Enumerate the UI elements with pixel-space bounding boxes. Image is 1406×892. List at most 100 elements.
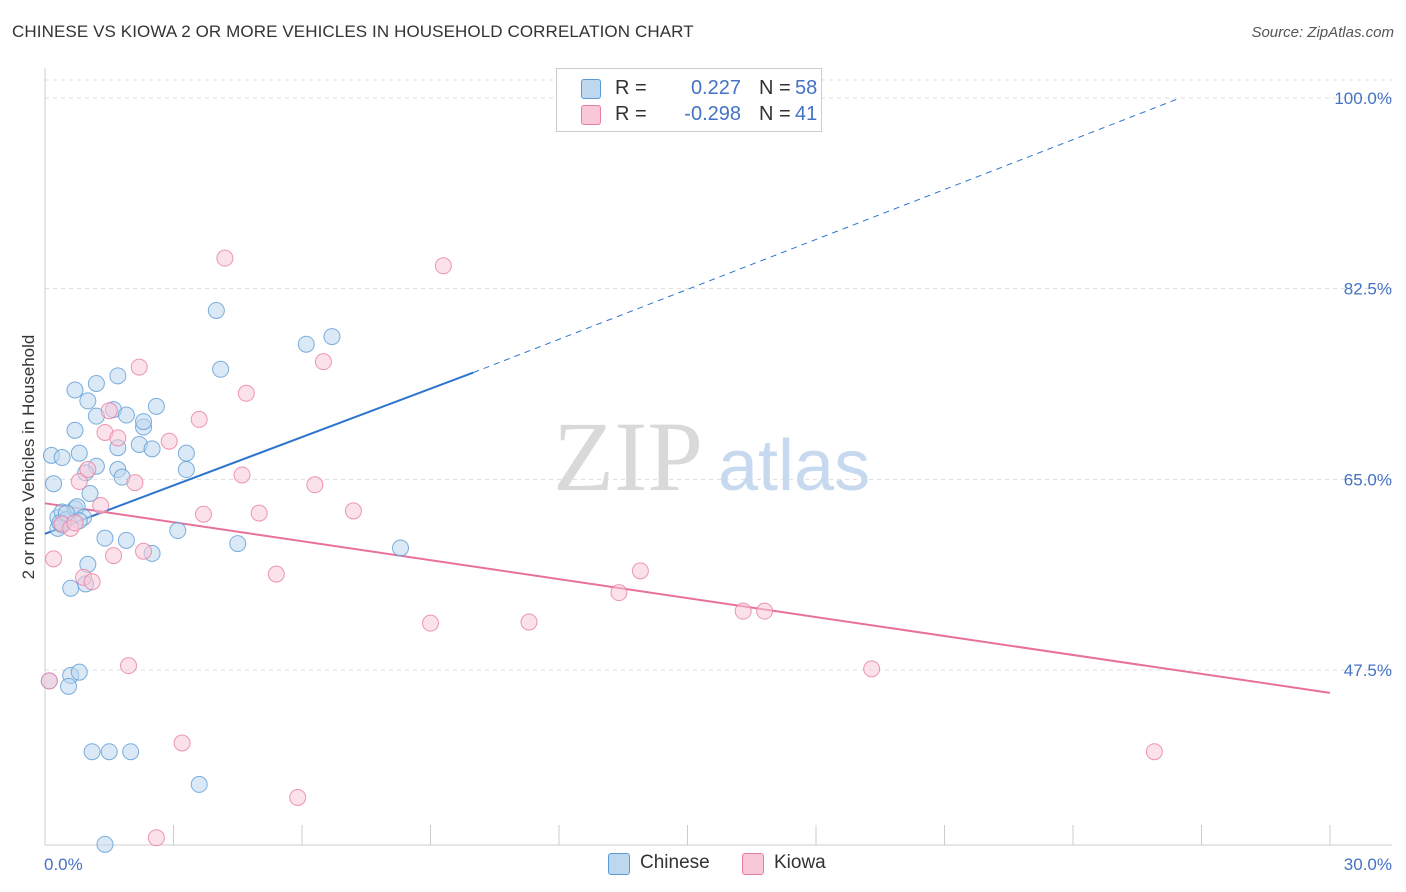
x-tick-labels: 0.0% 30.0%: [44, 855, 1392, 874]
kiowa-point: [216, 249, 234, 267]
chinese-point: [79, 392, 97, 410]
chinese-point: [177, 444, 195, 462]
chinese-point: [212, 360, 230, 378]
watermark-zip: ZIP: [553, 401, 703, 512]
kiowa-point: [250, 504, 268, 522]
chinese-point: [147, 397, 165, 415]
legend-r-value: -0.298: [684, 103, 741, 125]
data-points: [40, 249, 1163, 853]
x-tick-label: 30.0%: [1344, 855, 1392, 874]
chinese-point: [83, 743, 101, 761]
chinese-point: [81, 484, 99, 502]
kiowa-point: [130, 358, 148, 376]
y-tick-label: 82.5%: [1344, 280, 1392, 299]
chinese-point: [45, 475, 63, 493]
y-tick-labels: 47.5% 65.0% 82.5% 100.0%: [1334, 89, 1392, 680]
kiowa-point: [756, 602, 774, 620]
kiowa-point: [40, 672, 58, 690]
chart-title: CHINESE VS KIOWA 2 OR MORE VEHICLES IN H…: [12, 22, 694, 41]
chinese-trend-line: [44, 371, 474, 535]
kiowa-point: [194, 505, 212, 523]
kiowa-point: [734, 602, 752, 620]
y-axis-label: 2 or more Vehicles in Household: [19, 335, 38, 580]
chinese-swatch: [608, 853, 630, 875]
chinese-point: [207, 301, 225, 319]
chinese-point: [323, 328, 341, 346]
legend-n-value: 58: [795, 77, 818, 99]
legend-r-value: 0.227: [690, 77, 741, 99]
chinese-point: [60, 677, 78, 695]
y-tick-label: 100.0%: [1334, 89, 1392, 108]
chinese-point: [96, 529, 114, 547]
kiowa-point: [1145, 743, 1163, 761]
chinese-point: [117, 406, 135, 424]
kiowa-swatch: [581, 105, 601, 125]
chinese-point: [100, 743, 118, 761]
kiowa-trend-line: [44, 502, 1331, 694]
kiowa-point: [344, 502, 362, 520]
watermark-atlas: atlas: [718, 426, 870, 506]
kiowa-point: [631, 562, 649, 580]
kiowa-point: [160, 432, 178, 450]
kiowa-point: [70, 473, 88, 491]
kiowa-point: [434, 257, 452, 275]
kiowa-point: [610, 584, 628, 602]
kiowa-point: [83, 573, 101, 591]
chinese-point: [109, 367, 127, 385]
chinese-point: [117, 531, 135, 549]
kiowa-swatch: [742, 853, 764, 875]
chinese-point: [66, 381, 84, 399]
kiowa-point: [237, 384, 255, 402]
kiowa-point: [120, 657, 138, 675]
kiowa-point: [314, 353, 332, 371]
legend-n-value: 41: [795, 103, 818, 125]
chinese-point: [229, 535, 247, 553]
kiowa-point: [520, 613, 538, 631]
trend-lines: [44, 97, 1331, 694]
chinese-point: [122, 743, 140, 761]
chinese-point: [135, 413, 153, 431]
kiowa-point: [147, 829, 165, 847]
chinese-point: [70, 444, 88, 462]
kiowa-point: [105, 547, 123, 565]
legend-r-label: R =: [615, 103, 647, 125]
chinese-point: [62, 579, 80, 597]
series-chinese: [40, 301, 410, 853]
grid-lines: [45, 79, 1392, 671]
kiowa-point: [173, 734, 191, 752]
chinese-point: [190, 775, 208, 793]
kiowa-point: [126, 474, 144, 492]
chinese-point: [96, 835, 114, 853]
kiowa-point: [92, 496, 110, 514]
kiowa-point: [66, 514, 84, 532]
kiowa-point: [190, 410, 208, 428]
kiowa-point: [306, 476, 324, 494]
kiowa-point: [422, 614, 439, 632]
chinese-point: [297, 335, 315, 353]
kiowa-point: [233, 466, 251, 484]
chinese-trend-extension: [473, 97, 1181, 374]
legend-n-label: N =: [759, 77, 791, 99]
legend: R = 0.227 N = 58 R = -0.298 N = 41: [556, 68, 822, 132]
chinese-point: [70, 663, 88, 681]
bottom-legend-chinese-label: Chinese: [640, 852, 710, 873]
series-kiowa: [40, 249, 1163, 847]
chinese-swatch: [581, 79, 601, 99]
kiowa-point: [267, 565, 285, 583]
chinese-point: [53, 449, 71, 467]
bottom-legend-kiowa-label: Kiowa: [774, 852, 826, 873]
y-tick-label: 47.5%: [1344, 661, 1392, 680]
kiowa-point: [135, 542, 153, 560]
legend-n-label: N =: [759, 103, 791, 125]
x-tick-label: 0.0%: [44, 855, 83, 874]
kiowa-point: [79, 461, 97, 479]
kiowa-point: [109, 429, 127, 447]
chinese-point: [87, 374, 105, 392]
y-tick-label: 65.0%: [1344, 470, 1392, 489]
chinese-point: [392, 539, 410, 557]
legend-r-label: R =: [615, 77, 647, 99]
source-label: Source: ZipAtlas.com: [1251, 24, 1394, 41]
chinese-point: [66, 421, 84, 439]
chinese-point: [169, 522, 187, 540]
kiowa-point: [100, 402, 118, 420]
